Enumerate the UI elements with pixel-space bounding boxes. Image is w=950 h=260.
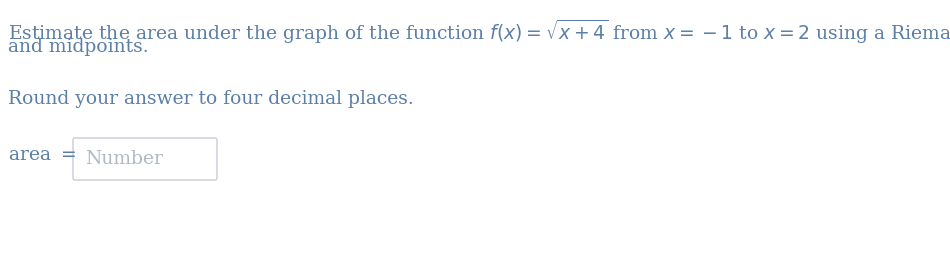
Text: Number: Number <box>85 150 162 168</box>
Text: area $=$: area $=$ <box>8 146 76 164</box>
Text: Estimate the area under the graph of the function $f\left(x\right) = \sqrt{x+4}$: Estimate the area under the graph of the… <box>8 18 950 46</box>
FancyBboxPatch shape <box>73 138 217 180</box>
Text: Round your answer to four decimal places.: Round your answer to four decimal places… <box>8 90 414 108</box>
Text: and midpoints.: and midpoints. <box>8 38 148 56</box>
